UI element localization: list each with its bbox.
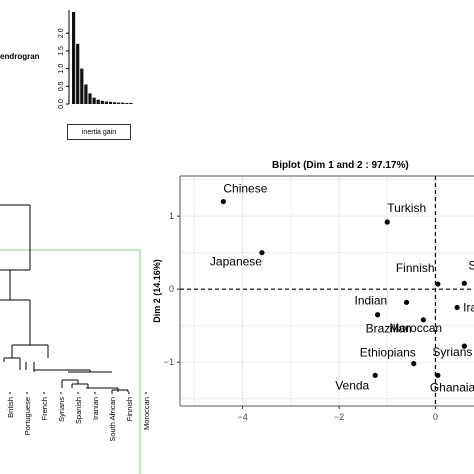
inset-bar xyxy=(88,93,92,104)
data-point-label: Syrians xyxy=(432,345,472,359)
data-point xyxy=(372,372,378,378)
data-point xyxy=(384,219,390,225)
inset-tick-label: 1.5 xyxy=(58,46,65,56)
dendrogram-leaf-label: French xyxy=(40,397,49,420)
data-point xyxy=(220,198,226,205)
dendrogram-title: endrogran xyxy=(0,52,40,61)
inertia-inset-chart: 0.0 0.5 1.0 1.5 2.0 xyxy=(58,10,133,109)
data-point-label: Japanese xyxy=(210,255,262,269)
data-point xyxy=(435,372,441,378)
inset-bar xyxy=(113,102,117,104)
data-point-label: Finnish xyxy=(396,261,435,275)
data-point-label: Ethiopians xyxy=(360,346,416,360)
inertia-gain-label: inertia gain xyxy=(67,124,131,140)
data-point-label: Ghanaia xyxy=(430,380,474,394)
data-point xyxy=(420,317,426,323)
inset-bar xyxy=(84,84,88,104)
dendrogram-leaf-label: Iranian xyxy=(91,397,100,420)
inset-tick-label: 0.5 xyxy=(58,81,65,91)
data-point xyxy=(259,250,265,256)
y-tick-label: 1 xyxy=(169,211,174,221)
biplot-chart: −4 −2 0 −1 0 1 Dim 2 (14.16%) Chinese Japanese Tu… xyxy=(152,175,474,422)
inset-bar xyxy=(121,102,125,104)
data-point-label: Turkish xyxy=(387,201,426,215)
data-point xyxy=(435,281,441,287)
data-point xyxy=(403,299,410,305)
dendrogram-leaf-label: Finnish xyxy=(125,397,134,421)
inset-tick-label: 1.0 xyxy=(58,64,65,74)
inset-bar xyxy=(104,101,108,104)
inset-bar xyxy=(129,102,133,104)
dendrogram-chart: British Portuguese French Syrians Spanish Ira… xyxy=(0,204,151,474)
inset-bar xyxy=(125,102,129,104)
dendrogram-leaf-label: Moroccan xyxy=(142,397,151,430)
y-axis-label: Dim 2 (14.16%) xyxy=(152,259,162,323)
data-point xyxy=(454,304,460,311)
data-point-label: Ira xyxy=(463,300,474,314)
data-point-label: Moroccan xyxy=(389,321,442,335)
inset-bar xyxy=(100,100,104,104)
inset-bar xyxy=(108,101,113,104)
dendrogram-leaf-label: Syrians xyxy=(57,397,66,422)
data-point xyxy=(461,343,467,349)
data-point xyxy=(411,361,417,367)
inset-bar xyxy=(72,12,76,104)
x-tick-label: 0 xyxy=(433,412,438,422)
dendrogram-leaf-label: British xyxy=(6,397,15,418)
data-point-label: Chinese xyxy=(223,182,267,196)
dendrogram-frame xyxy=(0,249,141,474)
data-point-label: Brazilian xyxy=(366,322,412,336)
y-tick-label: −1 xyxy=(164,357,174,367)
inset-bar xyxy=(92,97,96,104)
data-point-label: Venda xyxy=(335,378,369,392)
data-point-label: Indian xyxy=(355,293,388,307)
inset-bar xyxy=(117,102,121,104)
inset-tick-label: 0.0 xyxy=(58,99,65,109)
y-tick-label: 0 xyxy=(169,284,174,294)
inset-tick-label: 2.0 xyxy=(58,28,65,38)
x-tick-label: −4 xyxy=(238,412,248,422)
biplot-panel xyxy=(180,176,474,406)
inset-bar xyxy=(80,68,84,104)
data-point xyxy=(375,312,381,318)
dendrogram-leaf-label: Portuguese xyxy=(23,397,32,435)
inset-bar xyxy=(76,43,80,104)
dendrogram-leaf-label: Spanish xyxy=(74,397,83,424)
dendrogram-leaf-label: South African xyxy=(108,397,117,442)
x-tick-label: −2 xyxy=(334,412,344,422)
inset-bar xyxy=(96,99,100,104)
data-point xyxy=(461,280,467,286)
biplot-title: Biplot (Dim 1 and 2 : 97.17%) xyxy=(272,160,409,171)
data-point-label: Southe xyxy=(468,258,474,272)
